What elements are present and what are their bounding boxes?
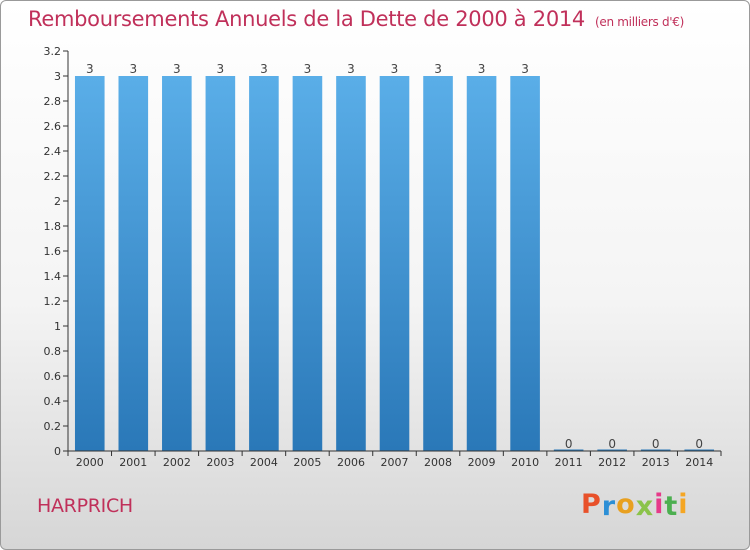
x-tick-label-2001: 2001 bbox=[119, 456, 147, 469]
bar-2004 bbox=[249, 76, 279, 451]
y-tick-label: 0.2 bbox=[44, 420, 62, 433]
x-tick-label-2011: 2011 bbox=[555, 456, 583, 469]
y-tick-label: 1.8 bbox=[44, 220, 62, 233]
bar-2005 bbox=[292, 76, 323, 451]
data-label-2012: 0 bbox=[608, 437, 616, 451]
bar-2010 bbox=[510, 76, 540, 451]
bar-2007 bbox=[379, 76, 410, 451]
data-label-2003: 3 bbox=[217, 62, 225, 76]
data-label-2002: 3 bbox=[173, 62, 181, 76]
x-tick-label-2000: 2000 bbox=[76, 456, 104, 469]
bar-2011 bbox=[553, 449, 584, 451]
y-tick-label: 2.6 bbox=[44, 120, 62, 133]
logo-letter: t bbox=[664, 491, 679, 522]
y-tick-label: 3.2 bbox=[44, 45, 62, 58]
bar-2002 bbox=[162, 76, 192, 451]
logo-letter: r bbox=[601, 491, 617, 522]
chart-title: Remboursements Annuels de la Dette de 20… bbox=[28, 7, 684, 31]
data-label-2006: 3 bbox=[347, 62, 355, 76]
data-label-2014: 0 bbox=[695, 437, 703, 451]
town-name: HARPRICH bbox=[37, 495, 133, 517]
logo-letter: i bbox=[654, 489, 665, 520]
bar-2000 bbox=[74, 76, 105, 451]
x-tick-label-2004: 2004 bbox=[250, 456, 278, 469]
data-label-2011: 0 bbox=[565, 437, 573, 451]
bar-2006 bbox=[336, 76, 366, 451]
data-label-2001: 3 bbox=[129, 62, 137, 76]
x-tick-label-2008: 2008 bbox=[424, 456, 452, 469]
logo-letter: o bbox=[616, 489, 636, 520]
data-label-2004: 3 bbox=[260, 62, 268, 76]
y-axis: 0 0.2 0.4 0.6 0.8 1 1.2 1.4 1.6 1.8 2 2.2 2.4 2.6 2.8 3… bbox=[44, 45, 69, 458]
y-tick-label: 2 bbox=[54, 195, 61, 208]
data-label-2005: 3 bbox=[304, 62, 312, 76]
data-label-2009: 3 bbox=[478, 62, 486, 76]
data-label-2010: 3 bbox=[521, 62, 529, 76]
y-tick-label: 0.6 bbox=[44, 370, 62, 383]
y-tick-label: 2.2 bbox=[44, 170, 62, 183]
data-label-2000: 3 bbox=[86, 62, 94, 76]
y-tick-label: 1 bbox=[54, 320, 61, 333]
chart-title-text: Remboursements Annuels de la Dette de 20… bbox=[28, 7, 585, 31]
bar-2003 bbox=[205, 76, 236, 451]
logo-letter: x bbox=[635, 491, 655, 522]
y-tick-label: 2.4 bbox=[44, 145, 62, 158]
bar-2012 bbox=[597, 449, 627, 451]
y-tick-label: 1.2 bbox=[44, 295, 62, 308]
y-tick-label: 0 bbox=[54, 445, 61, 458]
y-tick-label: 3 bbox=[54, 70, 61, 83]
y-tick-label: 2.8 bbox=[44, 95, 62, 108]
bar-2001 bbox=[118, 76, 149, 451]
data-label-2007: 3 bbox=[391, 62, 399, 76]
bars-group: 3 3 3 3 3 3 3 3 3 3 3 0 0 0 0 bbox=[74, 62, 715, 451]
x-tick-label-2005: 2005 bbox=[293, 456, 321, 469]
data-label-2008: 3 bbox=[434, 62, 442, 76]
bar-2013 bbox=[640, 449, 671, 451]
data-label-2013: 0 bbox=[652, 437, 660, 451]
x-tick-label-2003: 2003 bbox=[206, 456, 234, 469]
bar-2014 bbox=[684, 449, 715, 451]
proxiti-logo: Proxiti bbox=[581, 489, 689, 522]
x-tick-label-2010: 2010 bbox=[511, 456, 539, 469]
x-tick-label-2012: 2012 bbox=[598, 456, 626, 469]
bar-2008 bbox=[423, 76, 453, 451]
x-tick-label-2013: 2013 bbox=[642, 456, 670, 469]
x-tick-label-2006: 2006 bbox=[337, 456, 365, 469]
y-tick-label: 1.6 bbox=[44, 245, 62, 258]
y-tick-label: 0.4 bbox=[44, 395, 62, 408]
x-tick-label-2014: 2014 bbox=[685, 456, 713, 469]
x-axis: 2000 2001 2002 2003 2004 2005 2006 2007 2008 2009… bbox=[67, 450, 722, 469]
logo-letter: i bbox=[678, 489, 689, 520]
logo-letter: P bbox=[581, 489, 602, 520]
y-tick-label: 0.8 bbox=[44, 345, 62, 358]
x-tick-label-2009: 2009 bbox=[468, 456, 496, 469]
bar-2009 bbox=[466, 76, 497, 451]
x-tick-label-2002: 2002 bbox=[163, 456, 191, 469]
y-tick-label: 1.4 bbox=[44, 270, 62, 283]
x-tick-label-2007: 2007 bbox=[381, 456, 409, 469]
chart-subtitle: (en milliers d'€) bbox=[595, 15, 685, 29]
